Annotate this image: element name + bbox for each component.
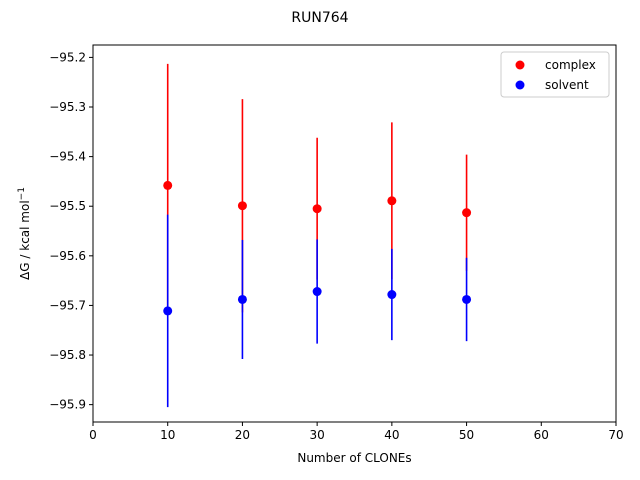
y-axis-label-main: ΔG / kcal mol (18, 200, 32, 280)
solvent-point (387, 290, 397, 300)
x-tick-label: 70 (608, 428, 623, 442)
legend-marker-complex (515, 60, 525, 70)
y-tick-label: −95.5 (49, 199, 86, 213)
x-axis-label: Number of CLONEs (297, 451, 411, 465)
y-tick-label: −95.9 (49, 398, 86, 412)
axes-frame (92, 44, 617, 423)
x-tick-label: 50 (459, 428, 474, 442)
y-tick-label: −95.8 (49, 348, 86, 362)
x-tick-label: 10 (160, 428, 175, 442)
y-axis: −95.2 −95.3 −95.4 −95.5 −95.6 −95.7 −95.8 −95.9 (49, 50, 93, 412)
y-tick-label: −95.6 (49, 249, 86, 263)
x-tick-label: 60 (534, 428, 549, 442)
legend-label-complex: complex (545, 58, 596, 72)
legend-box (500, 51, 610, 98)
chart-title: RUN764 (291, 10, 348, 26)
legend: complex solvent (500, 51, 610, 98)
x-tick-label: 40 (384, 428, 399, 442)
x-tick-label: 30 (310, 428, 325, 442)
y-tick-label: −95.4 (49, 150, 86, 164)
y-tick-label: −95.7 (49, 298, 86, 312)
x-axis: 0 10 20 30 40 50 60 70 (89, 422, 624, 442)
solvent-point (312, 287, 322, 297)
y-axis-label-superscript: −1 (17, 187, 27, 200)
legend-marker-solvent (515, 80, 525, 90)
x-tick-label: 0 (89, 428, 97, 442)
solvent-point (237, 294, 247, 304)
y-tick-label: −95.3 (49, 100, 86, 114)
complex-point (387, 196, 397, 206)
y-axis-label: ΔG / kcal mol−1 (17, 187, 32, 280)
complex-point (462, 208, 472, 218)
x-tick-label: 20 (235, 428, 250, 442)
complex-point (163, 180, 173, 190)
complex-point (312, 204, 322, 214)
y-tick-label: −95.2 (49, 50, 86, 64)
plot-area (163, 63, 472, 408)
legend-label-solvent: solvent (545, 78, 589, 92)
solvent-point (462, 294, 472, 304)
solvent-point (163, 306, 173, 316)
complex-point (237, 201, 247, 211)
